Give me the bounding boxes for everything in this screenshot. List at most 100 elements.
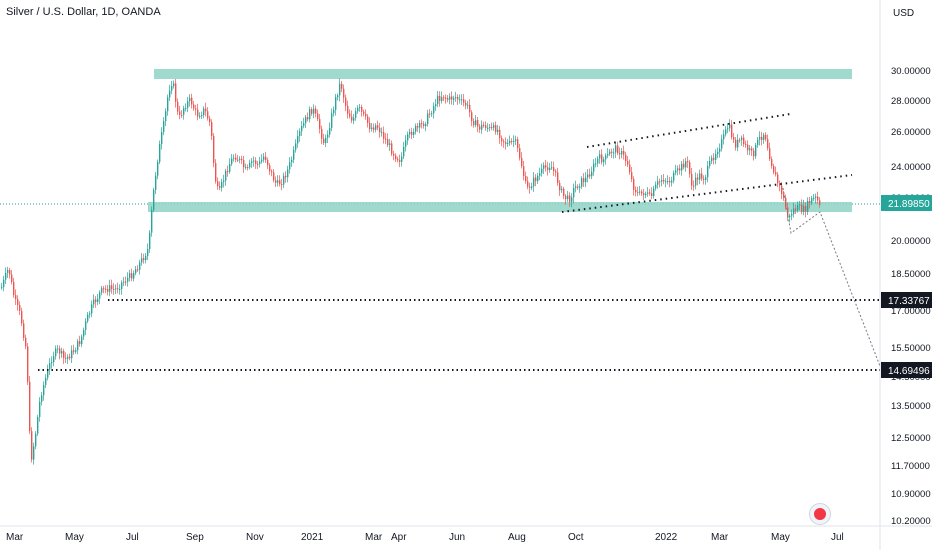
candle-body: [761, 136, 763, 140]
level-badge-14: [881, 362, 932, 378]
candle-body: [513, 140, 515, 142]
candle-body: [781, 185, 783, 195]
candle-body: [155, 175, 157, 190]
candle-body: [627, 161, 629, 165]
candle-body: [631, 172, 633, 180]
candle-body: [617, 145, 619, 154]
candle-body: [133, 273, 135, 279]
candle-body: [345, 97, 347, 106]
candle-body: [321, 128, 323, 139]
candle-body: [241, 158, 243, 161]
candle-body: [571, 197, 573, 202]
candle-body: [183, 108, 185, 115]
candle-body: [303, 123, 305, 126]
candle-body: [297, 136, 299, 144]
flag-icon[interactable]: [809, 503, 831, 525]
candle-body: [189, 97, 191, 102]
candle-body: [225, 170, 227, 181]
candle-body: [151, 210, 153, 233]
candle-body: [373, 127, 375, 130]
time-axis[interactable]: Mar May Jul Sep Nov 2021 Mar Apr Jun Aug…: [6, 532, 844, 543]
candle-body: [33, 446, 35, 460]
candle-body: [775, 172, 777, 175]
candle-body: [115, 288, 117, 290]
candle-body: [75, 350, 77, 352]
candle-body: [491, 127, 493, 129]
candle-body: [37, 417, 39, 434]
candle-body: [197, 109, 199, 117]
candle-body: [255, 160, 257, 164]
candle-body: [625, 154, 627, 162]
candle-body: [93, 299, 95, 305]
candle-body: [343, 88, 345, 98]
candle-body: [105, 288, 107, 290]
candle-body: [53, 356, 55, 363]
candle-body: [755, 144, 757, 157]
candle-body: [695, 177, 697, 186]
candle-body: [61, 351, 63, 354]
candle-body: [553, 167, 555, 172]
channel-upper-trendline[interactable]: [586, 113, 791, 148]
candle-body: [425, 124, 427, 126]
candle-body: [367, 116, 369, 124]
candle-body: [27, 346, 29, 382]
candle-body: [169, 90, 171, 98]
candle-body: [501, 137, 503, 142]
candle-body: [427, 113, 429, 125]
candle-body: [153, 189, 155, 211]
candle-body: [311, 109, 313, 114]
candle-body: [483, 124, 485, 126]
candle-body: [387, 139, 389, 145]
candle-body: [637, 192, 639, 194]
candle-body: [239, 158, 241, 160]
candle-body: [587, 174, 589, 178]
candle-body: [63, 351, 65, 358]
candle-body: [653, 188, 655, 197]
candle-body: [429, 113, 431, 115]
candle-body: [521, 157, 523, 167]
candle-body: [353, 117, 355, 121]
candle-body: [145, 255, 147, 261]
candle-body: [379, 127, 381, 133]
candle-body: [485, 125, 487, 128]
candle-body: [267, 160, 269, 166]
candle-body: [579, 186, 581, 188]
candle-body: [481, 124, 483, 130]
candle-body: [607, 153, 609, 156]
candle-body: [95, 299, 97, 303]
candle-body: [79, 341, 81, 345]
candle-body: [307, 117, 309, 120]
candle-body: [389, 143, 391, 145]
price-tick: 30.00000: [891, 66, 931, 77]
candle-body: [561, 188, 563, 191]
candle-body: [455, 97, 457, 99]
candle-body: [219, 186, 221, 188]
candle-body: [697, 177, 699, 180]
candle-body: [341, 83, 343, 89]
candle-body: [301, 125, 303, 132]
candle-body: [493, 125, 495, 128]
candle-body: [499, 129, 501, 138]
time-tick: Aug: [508, 532, 526, 543]
candle-body: [85, 321, 87, 330]
resistance-zone[interactable]: [154, 69, 852, 79]
candle-body: [603, 159, 605, 163]
candle-body: [789, 215, 791, 218]
support-zone[interactable]: [148, 202, 852, 212]
candle-body: [385, 138, 387, 140]
projection-path[interactable]: [782, 187, 881, 367]
candle-body: [457, 97, 459, 100]
candle-body: [43, 384, 45, 396]
candle-body: [233, 157, 235, 159]
candle-body: [293, 149, 295, 160]
candle-body: [215, 163, 217, 182]
candle-body: [601, 154, 603, 163]
candle-body: [163, 121, 165, 133]
candle-body: [123, 281, 125, 283]
candle-body: [421, 123, 423, 125]
candle-body: [535, 177, 537, 182]
time-tick: Sep: [186, 532, 204, 543]
candle-body: [431, 113, 433, 115]
candle-body: [641, 191, 643, 194]
